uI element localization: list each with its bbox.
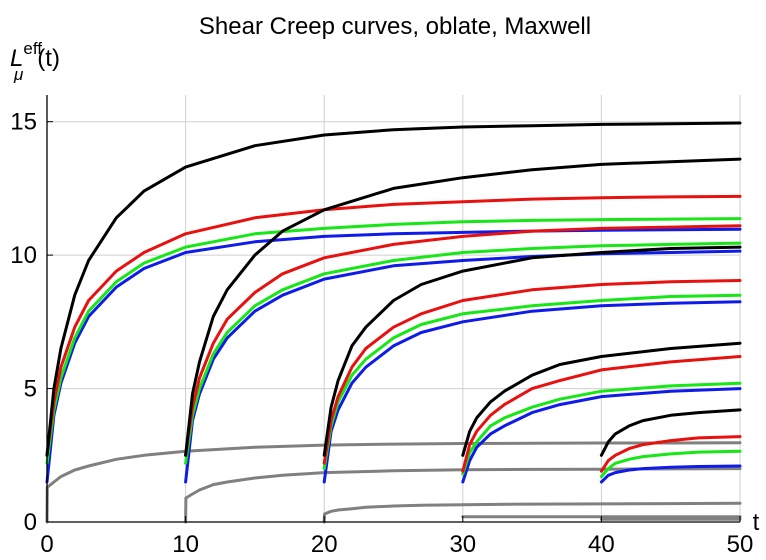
x-tick-label: 0	[40, 531, 53, 558]
series-gray-curve	[322, 501, 742, 524]
y-axis-label-sub: μ	[13, 65, 24, 84]
y-tick-label: 5	[24, 376, 37, 403]
y-tick-label: 0	[24, 509, 37, 536]
x-tick-label: 10	[172, 531, 199, 558]
x-tick-label: 50	[727, 531, 754, 558]
series-black-curve	[45, 121, 742, 457]
series-layer	[45, 121, 742, 524]
series-black-curve	[599, 408, 742, 457]
series-blue-curve	[461, 387, 742, 484]
x-tick-label: 30	[449, 531, 476, 558]
series-blue-curve	[599, 464, 742, 484]
x-ticks: 0 10 20 30 40 50	[40, 516, 753, 558]
y-axis-label-base: L	[10, 45, 23, 72]
series-gray-curve	[184, 467, 742, 524]
y-tick-label: 15	[10, 109, 37, 136]
series-red-curve	[461, 355, 742, 473]
series-blue-curve	[322, 300, 742, 484]
x-tick-label: 40	[588, 531, 615, 558]
series-red-curve	[184, 224, 742, 457]
series-red-curve	[322, 279, 742, 465]
y-ticks: 0 5 10 15	[10, 109, 53, 536]
series-black-curve	[461, 341, 742, 457]
series-gray-curve	[45, 441, 742, 524]
series-red-curve	[599, 435, 742, 473]
y-tick-label: 10	[10, 242, 37, 269]
series-green-curve	[461, 381, 742, 476]
series-black-curve	[184, 157, 742, 457]
x-axis-label: t	[753, 509, 760, 536]
series-red-curve	[45, 194, 742, 457]
series-green-curve	[184, 241, 742, 465]
y-axis-label: Leff μ (t)	[10, 39, 60, 84]
y-axis-label-sup: eff	[23, 39, 42, 58]
chart-title: Shear Creep curves, oblate, Maxwell	[199, 13, 591, 40]
series-green-curve	[45, 217, 742, 465]
series-green-curve	[599, 449, 742, 479]
x-tick-label: 20	[311, 531, 338, 558]
series-black-curve	[322, 245, 742, 457]
y-axis-label-arg: (t)	[37, 45, 60, 72]
